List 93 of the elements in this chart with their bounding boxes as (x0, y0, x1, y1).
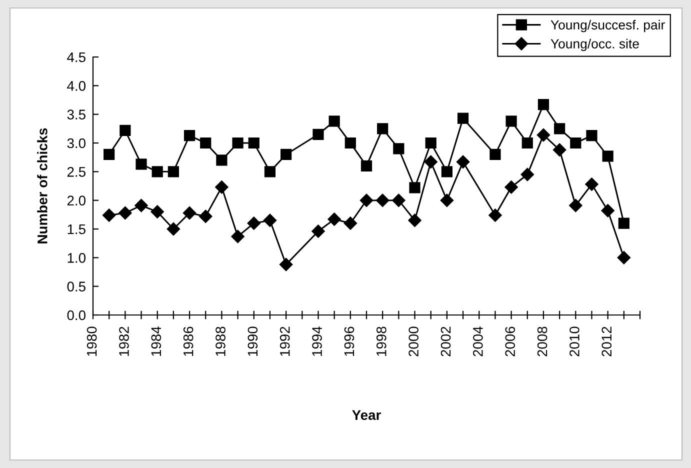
point (618, 218, 630, 229)
x-tick-label: 1998 (376, 326, 386, 356)
legend-label: Young/succesf. pair (550, 20, 665, 32)
x-tick-label: 2004 (473, 326, 483, 356)
point (601, 204, 614, 218)
x-tick-label: 1992 (280, 326, 290, 356)
point (490, 148, 501, 160)
point (248, 137, 260, 149)
point (520, 168, 534, 182)
point (263, 214, 277, 227)
point (150, 205, 164, 218)
x-axis-title: Year (352, 410, 381, 420)
y-tick-label: 0.5 (67, 282, 86, 292)
point (586, 130, 598, 142)
point (425, 137, 436, 149)
point (617, 251, 630, 264)
point (409, 182, 420, 194)
point (506, 116, 517, 127)
point (104, 148, 115, 160)
point (554, 123, 566, 134)
y-tick-label: 1.5 (68, 224, 86, 234)
point (102, 208, 116, 222)
x-tick-label: 1982 (119, 326, 129, 356)
y-tick-label: 2.0 (67, 196, 86, 206)
point (522, 137, 533, 149)
point (504, 180, 518, 194)
legend-label: Young/occ. site (550, 38, 639, 52)
x-tick-label: 2008 (537, 326, 548, 356)
point (184, 130, 196, 142)
point (457, 112, 469, 124)
point (136, 158, 147, 170)
point (118, 206, 132, 220)
y-tick-label: 2.5 (67, 167, 86, 177)
point (360, 160, 372, 172)
point (424, 155, 438, 169)
point (168, 166, 179, 178)
y-tick-label: 3.5 (67, 110, 86, 120)
point (536, 128, 550, 142)
point (602, 150, 614, 162)
point (134, 198, 148, 212)
x-tick-label: 1988 (216, 326, 226, 356)
point (488, 208, 502, 222)
point (392, 194, 406, 207)
point (200, 137, 212, 149)
x-tick-label: 1980 (86, 326, 97, 356)
point (216, 154, 228, 166)
point (247, 216, 260, 230)
point (215, 180, 228, 194)
x-tick-label: 2002 (440, 326, 451, 356)
point (264, 166, 276, 178)
point (344, 137, 356, 149)
x-tick-label: 1996 (344, 326, 354, 356)
point (377, 123, 388, 134)
x-tick-label: 1986 (183, 326, 194, 356)
point (120, 124, 131, 136)
point (585, 178, 598, 191)
y-axis-title: Number of chicks (37, 128, 48, 244)
point (312, 128, 324, 140)
y-tick-label: 4.0 (67, 81, 86, 91)
x-tick-label: 2006 (505, 326, 516, 356)
point (231, 230, 244, 244)
point (328, 212, 341, 226)
x-tick-label: 2000 (408, 326, 418, 356)
x-tick-label: 1984 (151, 326, 162, 356)
point (344, 216, 357, 230)
point (280, 148, 292, 160)
point (570, 137, 582, 149)
point (456, 155, 470, 169)
y-tick-label: 0.0 (67, 310, 86, 320)
point (166, 222, 180, 236)
point (199, 210, 212, 223)
point (232, 137, 244, 149)
x-tick-label: 1994 (312, 326, 322, 356)
y-tick-label: 1.0 (68, 253, 86, 263)
point (328, 116, 340, 127)
point (393, 143, 404, 154)
point (569, 198, 582, 212)
point (538, 99, 550, 110)
point (279, 258, 293, 272)
y-tick-label: 3.0 (67, 138, 86, 148)
point (376, 194, 390, 207)
point (440, 194, 454, 207)
point (312, 224, 325, 238)
x-tick-label: 1990 (248, 326, 258, 356)
point (152, 166, 163, 178)
point (441, 166, 452, 178)
y-tick-label: 4.5 (67, 52, 86, 62)
point (552, 143, 566, 156)
point (360, 194, 374, 207)
point (408, 214, 422, 227)
x-tick-label: 2010 (570, 326, 580, 356)
x-tick-label: 2012 (602, 326, 612, 356)
point (182, 206, 196, 220)
